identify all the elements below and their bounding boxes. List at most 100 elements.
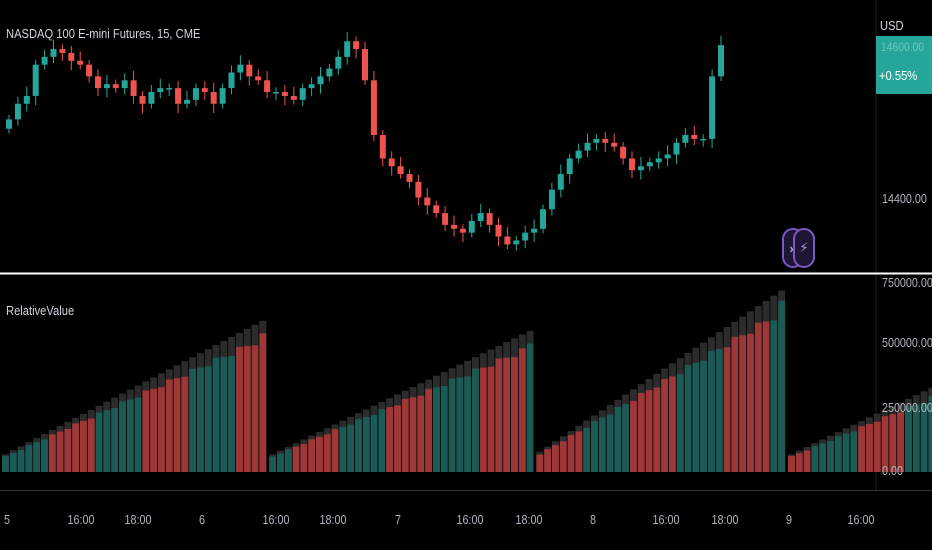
relative-value-bar (173, 378, 181, 472)
relative-value-bar (165, 379, 173, 472)
relative-value-bar (464, 376, 472, 472)
time-label: 16:00 (652, 513, 680, 527)
relative-value-bar (9, 452, 17, 472)
candle-body (273, 92, 279, 94)
candle-body (451, 224, 457, 229)
relative-value-bar (142, 390, 150, 472)
candle-body (575, 150, 582, 159)
candle-body (495, 224, 502, 237)
candle-body (584, 142, 591, 151)
relative-value-bar (197, 367, 204, 472)
candle-body (709, 76, 716, 139)
candle-body (504, 236, 511, 245)
relative-value-bar (778, 300, 786, 472)
relative-value-bar (920, 402, 928, 472)
relative-value-bar (708, 350, 715, 472)
candle-body (611, 142, 618, 147)
candle-body (531, 228, 538, 233)
candle-body (290, 95, 297, 100)
relative-value-bar (723, 347, 731, 472)
candle-body (32, 64, 39, 96)
relative-value-bar (739, 335, 747, 472)
candle-body (192, 88, 199, 100)
candle-body (637, 166, 644, 171)
last-price-faded: 14600.00 (881, 40, 925, 54)
candle-body (121, 80, 128, 89)
candle-body (442, 213, 449, 225)
relative-value-bar (181, 376, 189, 472)
relative-value-bar (692, 362, 700, 472)
relative-value-bar (827, 440, 834, 472)
relative-value-bar (598, 417, 606, 472)
candle-body (77, 60, 84, 65)
candle-body (281, 92, 288, 96)
relative-value-bar (362, 416, 370, 472)
relative-value-bar (645, 390, 653, 472)
relative-value-bar (48, 434, 56, 472)
relative-value-bar (150, 388, 158, 472)
relative-value-bar (394, 405, 401, 472)
time-label: 18:00 (711, 513, 739, 527)
relative-value-bar (189, 368, 197, 472)
relative-value-bar (630, 400, 637, 472)
candle-body (486, 213, 493, 225)
candle-body (201, 88, 208, 93)
candle-body (41, 56, 48, 65)
relative-value-bar (518, 348, 526, 472)
relative-value-bar (536, 454, 544, 472)
candle-body (522, 232, 529, 241)
lightning-icon[interactable]: ⚡ (793, 228, 815, 268)
relative-value-bar (158, 387, 165, 472)
price-tick-14400: 14400.00 (882, 192, 927, 206)
relative-value-bar (834, 436, 842, 472)
candle-body (344, 41, 351, 57)
relative-value-bar (292, 446, 300, 472)
relative-value-bar (503, 357, 511, 472)
relative-value-bar (347, 424, 355, 472)
relative-value-bar (754, 322, 762, 472)
candle-body (237, 64, 244, 73)
indicator-title[interactable]: RelativeValue (6, 303, 75, 318)
relative-value-bar (661, 378, 669, 472)
candle-body (59, 49, 66, 53)
candle-body (264, 80, 271, 93)
relative-value-bar (762, 321, 770, 472)
candle-body (335, 56, 342, 69)
candle-body (459, 228, 466, 233)
candle-body (103, 84, 110, 89)
time-label: 16:00 (262, 513, 290, 527)
relative-value-bar (622, 403, 630, 472)
candle-body (379, 135, 386, 159)
relative-value-bar (905, 406, 912, 472)
relative-value-bar (583, 427, 591, 472)
symbol-title[interactable]: NASDAQ 100 E-mini Futures, 15, CME (6, 26, 201, 41)
relative-value-bar (386, 407, 394, 472)
relative-value-bar (472, 368, 479, 472)
relative-value-bar (803, 450, 811, 472)
relative-value-bar (269, 456, 277, 472)
relative-value-bar (526, 343, 534, 472)
candle-body (468, 220, 475, 233)
candle-body (219, 88, 226, 104)
relative-value-bar (928, 396, 932, 472)
relative-value-bar (277, 453, 284, 472)
relative-value-bar (448, 378, 456, 472)
candle-body (6, 119, 12, 129)
relative-value-bar (819, 443, 827, 472)
relative-value-bar (511, 357, 518, 472)
volume-tick-250k: 250000.00 (882, 401, 932, 415)
relative-value-bar (495, 358, 503, 472)
relative-value-bar (25, 445, 33, 472)
relative-value-bar (897, 412, 905, 472)
relative-value-bar (103, 410, 111, 472)
time-label: 16:00 (67, 513, 95, 527)
candle-body (700, 138, 707, 141)
relative-value-bar (567, 435, 575, 472)
last-price-badge: 14600.00 +0.55% (876, 36, 932, 94)
candle-body (246, 64, 253, 77)
currency-label[interactable]: USD (880, 18, 904, 33)
candle-body (370, 80, 377, 135)
candle-body (86, 64, 93, 77)
